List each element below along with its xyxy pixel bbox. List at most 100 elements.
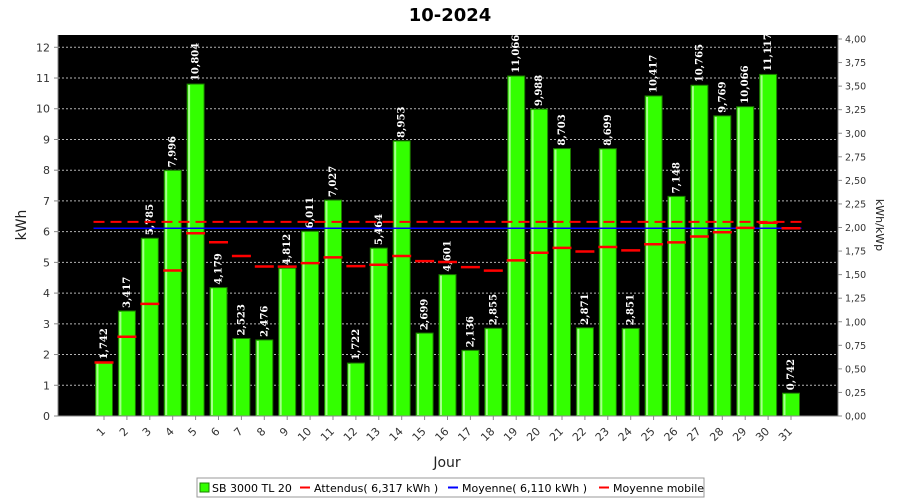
bar-value-label: 7,996 [168,136,179,167]
bar-highlight [325,201,328,415]
bar-highlight [554,149,557,415]
y2-tick-label: 1,25 [845,294,866,305]
legend-entry-average: Moyenne( 6,110 kWh ) [462,482,587,495]
bar-value-label: 2,523 [236,304,247,335]
x-tick-label: 14 [387,425,406,444]
y2-tick-label: 2,25 [845,199,866,210]
bar-value-label: 2,136 [465,316,476,347]
y-tick-label: 8 [43,164,50,177]
bar-value-label: 4,179 [214,253,225,284]
bar-value-label: 8,953 [397,107,408,138]
bar-value-label: 2,699 [420,299,431,330]
bar-value-label: 2,476 [259,306,270,337]
bar-highlight [233,339,236,415]
y-axis-right: 0,00 0,25 0,50 0,75 1,00 1,25 1,50 1,75 2,00 2,25… [837,35,866,423]
x-tick-label: 2 [117,425,131,439]
y2-tick-label: 2,75 [845,152,866,163]
y-tick-label: 10 [36,103,50,116]
bar-value-label: 6,011 [305,197,316,228]
bar-value-label: 9,988 [534,75,545,106]
bar-highlight [531,110,534,415]
bar-highlight [691,86,694,415]
x-tick-label: 21 [547,425,566,444]
bar-highlight [417,334,420,415]
x-tick-label: 27 [684,425,703,444]
y-tick-label: 4 [43,287,50,300]
bar-highlight [371,249,374,415]
bar-value-label: 11,066 [511,35,522,73]
bar-value-label: 2,851 [626,294,637,325]
bar-value-label: 9,769 [717,81,728,112]
bar-highlight [760,75,763,416]
legend: SB 3000 TL 20 Attendus( 6,317 kWh ) Moye… [196,477,705,498]
x-tick-label: 13 [364,425,383,444]
y-tick-label: 11 [36,72,50,85]
bar-highlight [165,171,168,415]
y2-tick-label: 1,75 [845,247,866,258]
bar-highlight [600,149,603,415]
x-axis-label: Jour [432,455,461,471]
y2-tick-label: 3,75 [845,58,866,69]
bar-highlight [462,351,465,415]
bar-value-label: 8,703 [557,114,568,145]
y-tick-label: 6 [43,226,50,239]
bar-value-label: 7,027 [328,166,339,197]
bar-value-label: 4,601 [443,240,454,271]
x-tick-label: 31 [776,425,795,444]
x-tick-label: 5 [186,425,200,439]
y-tick-label: 3 [43,318,50,331]
x-tick-label: 19 [501,425,520,444]
bar-highlight [119,312,122,415]
moving-average-series [94,221,801,364]
y-tick-label: 12 [36,41,50,54]
bar-highlight [646,96,649,416]
y2-axis-label: kWh/kWp [873,199,886,251]
x-tick-label: 4 [163,425,177,439]
x-tick-label: 1 [94,425,108,439]
bar-value-label: 5,785 [145,204,156,235]
legend-entry-moving-average: Moyenne mobile [613,482,704,495]
x-tick-label: 22 [570,425,589,444]
bar-value-label: 10,417 [649,55,660,93]
bar-highlight [142,239,145,415]
y2-tick-label: 3,25 [845,105,866,116]
y2-tick-label: 0,25 [845,388,866,399]
bar-labels: 1,742 3,417 5,785 7,996 10,804 4,179 2,523 2,47… [99,33,797,390]
bar-value-label: 8,699 [603,114,614,145]
bar-highlight [577,328,580,415]
bar-highlight [348,364,351,415]
x-tick-label: 6 [208,425,222,439]
bar-value-label: 10,765 [694,44,705,82]
bar-value-label: 2,855 [488,294,499,325]
bar-value-label: 10,066 [740,65,751,103]
y2-tick-label: 0,50 [845,364,866,375]
bar-highlight [211,288,213,415]
x-tick-label: 24 [616,425,635,444]
y2-tick-label: 0,00 [845,412,866,423]
x-tick-label: 8 [254,425,268,439]
y-tick-label: 9 [43,133,50,146]
y2-tick-label: 4,00 [845,35,866,46]
y-axis-label: kWh [14,210,30,241]
bar-highlight [669,197,671,415]
y2-tick-label: 3,00 [845,129,866,140]
y-tick-label: 5 [43,256,50,269]
y2-tick-label: 1,00 [845,317,866,328]
x-tick-label: 25 [639,425,658,444]
legend-entry-bar: SB 3000 TL 20 [212,482,292,495]
x-axis: 1 2 3 4 5 6 7 8 9 10 11 12 13 14 15 16 17 18 19 20 21 22 23 24 2… [58,415,838,444]
bar-highlight [783,394,786,415]
bar-highlight [96,363,99,415]
y2-tick-label: 3,50 [845,82,866,93]
y-tick-label: 7 [43,195,50,208]
y-tick-label: 1 [43,379,50,392]
y-tick-label: 0 [43,410,50,423]
y2-tick-label: 2,00 [845,223,866,234]
x-tick-label: 7 [231,425,245,439]
y2-tick-label: 0,75 [845,341,866,352]
reference-lines [93,220,802,230]
bar-value-label: 3,417 [122,277,133,308]
x-tick-label: 29 [730,425,749,444]
